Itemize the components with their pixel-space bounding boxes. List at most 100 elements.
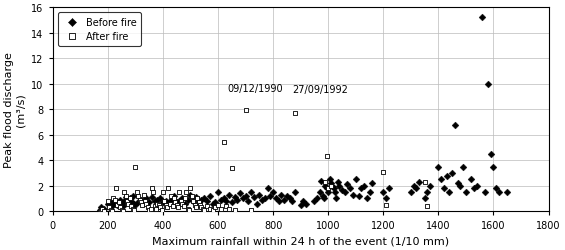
- After fire: [423, 204, 432, 208]
- Before fire: [409, 184, 418, 188]
- Before fire: [150, 199, 159, 203]
- Before fire: [205, 194, 214, 198]
- After fire: [129, 208, 138, 212]
- After fire: [322, 155, 331, 159]
- After fire: [105, 206, 114, 210]
- Before fire: [116, 198, 125, 202]
- Before fire: [437, 178, 446, 182]
- After fire: [160, 199, 169, 203]
- After fire: [241, 109, 250, 113]
- Before fire: [221, 199, 231, 203]
- Before fire: [503, 190, 512, 194]
- Before fire: [145, 200, 154, 204]
- Before fire: [125, 197, 134, 201]
- Before fire: [328, 184, 337, 188]
- After fire: [195, 203, 205, 207]
- After fire: [141, 199, 150, 203]
- Before fire: [95, 208, 104, 212]
- Before fire: [136, 198, 145, 202]
- Before fire: [282, 194, 292, 198]
- After fire: [133, 194, 142, 198]
- After fire: [153, 202, 162, 206]
- After fire: [192, 206, 201, 210]
- Before fire: [362, 197, 371, 201]
- Before fire: [258, 198, 267, 202]
- Before fire: [381, 197, 390, 201]
- Before fire: [434, 165, 443, 169]
- After fire: [124, 202, 133, 206]
- Before fire: [302, 202, 311, 206]
- After fire: [199, 208, 208, 212]
- Before fire: [351, 178, 360, 182]
- Before fire: [186, 193, 195, 197]
- After fire: [173, 206, 182, 210]
- After fire: [202, 204, 211, 208]
- After fire: [138, 203, 147, 207]
- Before fire: [450, 123, 459, 127]
- Before fire: [359, 184, 368, 188]
- Before fire: [420, 197, 429, 201]
- Before fire: [334, 184, 344, 188]
- Before fire: [252, 202, 261, 206]
- Before fire: [249, 196, 258, 200]
- Before fire: [117, 202, 126, 206]
- X-axis label: Maximum rainfall within 24 h of the event (1/10 mm): Maximum rainfall within 24 h of the even…: [152, 236, 449, 246]
- After fire: [157, 208, 166, 212]
- Before fire: [192, 196, 201, 200]
- After fire: [135, 198, 144, 202]
- Before fire: [238, 197, 247, 201]
- Before fire: [310, 199, 319, 203]
- After fire: [161, 203, 170, 207]
- After fire: [175, 190, 184, 194]
- Before fire: [285, 197, 294, 201]
- Before fire: [343, 183, 352, 187]
- After fire: [97, 208, 106, 212]
- After fire: [155, 206, 164, 210]
- After fire: [127, 204, 136, 208]
- Before fire: [216, 198, 225, 202]
- After fire: [221, 204, 231, 208]
- Before fire: [321, 184, 330, 188]
- After fire: [164, 186, 173, 190]
- Before fire: [423, 190, 432, 194]
- After fire: [131, 165, 140, 169]
- Before fire: [128, 194, 137, 198]
- Before fire: [183, 198, 192, 202]
- After fire: [224, 207, 233, 211]
- After fire: [176, 199, 185, 203]
- Before fire: [320, 197, 329, 201]
- Before fire: [224, 193, 233, 197]
- After fire: [198, 207, 207, 211]
- After fire: [208, 208, 217, 212]
- After fire: [227, 166, 236, 170]
- After fire: [171, 200, 180, 204]
- After fire: [186, 186, 195, 190]
- After fire: [324, 186, 333, 190]
- Before fire: [266, 194, 275, 198]
- After fire: [290, 112, 299, 116]
- After fire: [321, 180, 330, 184]
- Before fire: [492, 186, 501, 190]
- Before fire: [119, 204, 128, 208]
- Before fire: [406, 190, 415, 194]
- After fire: [139, 193, 148, 197]
- After fire: [114, 200, 123, 204]
- Before fire: [246, 190, 255, 194]
- After fire: [106, 208, 115, 212]
- Before fire: [197, 198, 206, 202]
- Before fire: [241, 194, 250, 198]
- Before fire: [365, 190, 374, 194]
- Before fire: [288, 199, 297, 203]
- Before fire: [312, 197, 321, 201]
- Text: 27/09/1992: 27/09/1992: [293, 84, 348, 94]
- Before fire: [129, 202, 138, 206]
- Before fire: [442, 174, 451, 178]
- After fire: [119, 210, 128, 214]
- Legend: Before fire, After fire: Before fire, After fire: [58, 13, 141, 46]
- Before fire: [440, 186, 449, 190]
- Y-axis label: Peak flood discharge
(m³/s): Peak flood discharge (m³/s): [4, 52, 26, 168]
- After fire: [154, 203, 163, 207]
- Before fire: [412, 186, 421, 190]
- Before fire: [133, 200, 142, 204]
- After fire: [149, 190, 158, 194]
